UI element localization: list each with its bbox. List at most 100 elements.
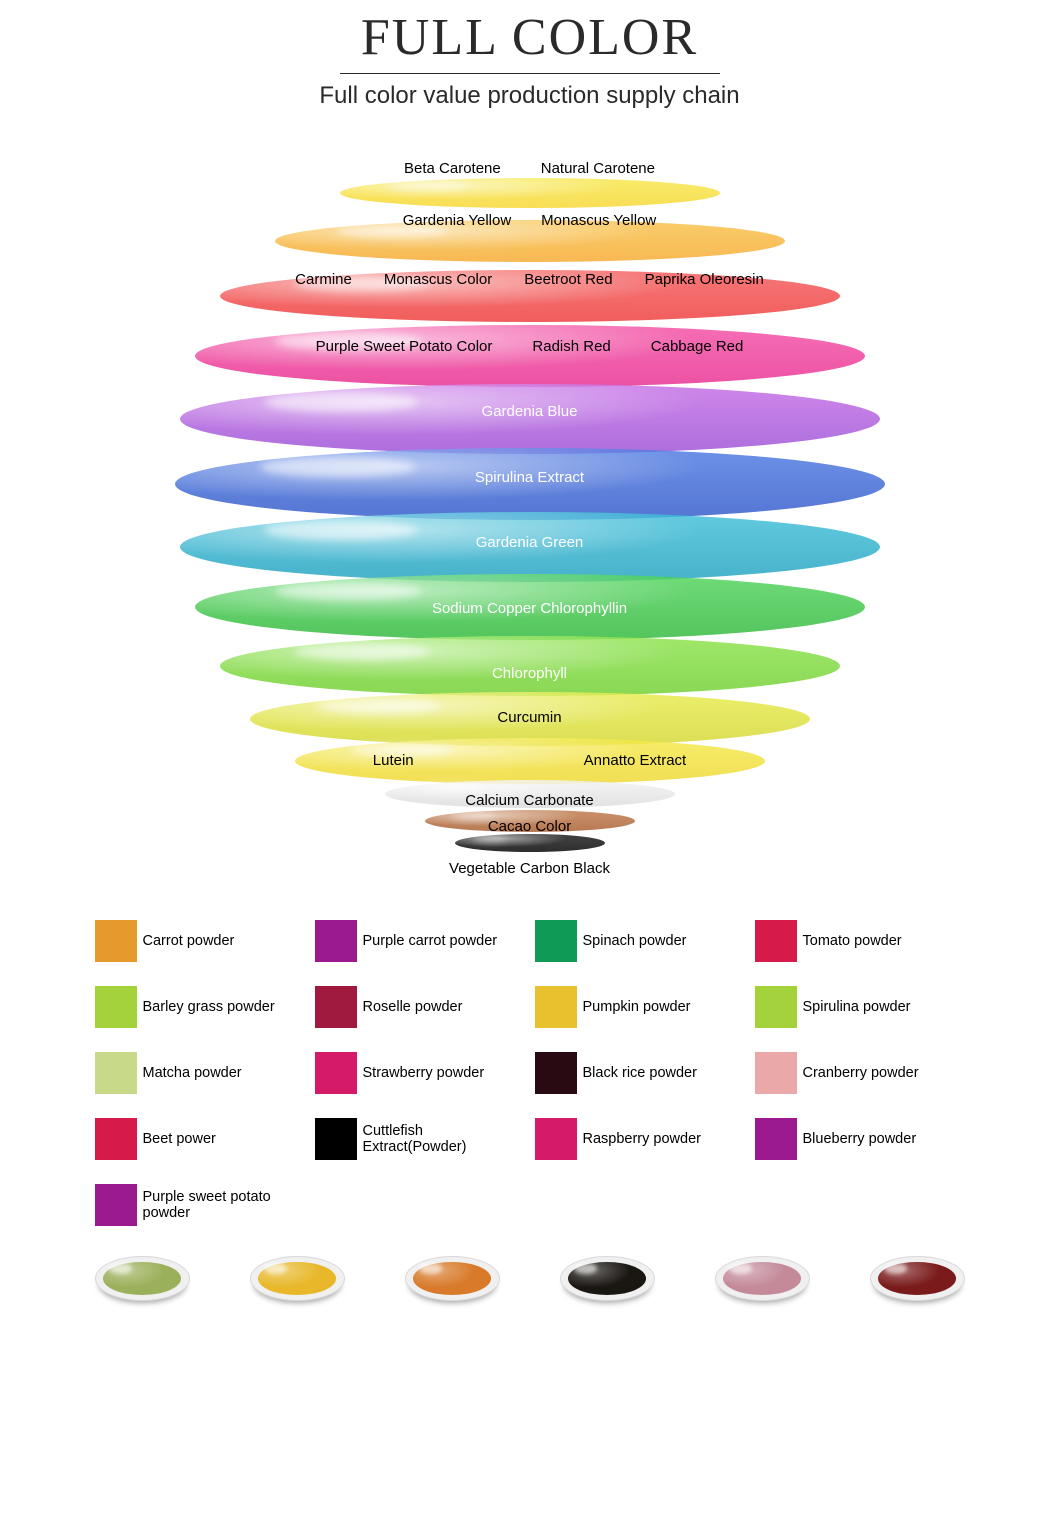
swatch-box <box>315 920 357 962</box>
disc-label: Radish Red <box>532 338 610 355</box>
dish-fill <box>103 1262 181 1295</box>
swatch-label: Purple carrot powder <box>363 933 498 949</box>
page-title: FULL COLOR <box>0 8 1059 67</box>
color-disc <box>455 834 605 852</box>
header: FULL COLOR Full color value production s… <box>0 0 1059 110</box>
title-divider <box>340 73 720 74</box>
swatch-label: Raspberry powder <box>583 1131 701 1147</box>
disc-labels: Gardenia Green <box>476 534 584 551</box>
swatch-label: Cranberry powder <box>803 1065 919 1081</box>
disc-label: Monascus Yellow <box>541 212 656 229</box>
swatch-box <box>535 920 577 962</box>
disc-label: Cabbage Red <box>651 338 744 355</box>
swatch-box <box>95 920 137 962</box>
swatch-item: Purple sweet potato powder <box>95 1184 305 1226</box>
swatch-item: Roselle powder <box>315 986 525 1028</box>
swatch-label: Spinach powder <box>583 933 687 949</box>
swatch-item: Spirulina powder <box>755 986 965 1028</box>
dish-fill <box>878 1262 956 1295</box>
disc-label: Cacao Color <box>488 818 571 835</box>
swatch-item: Blueberry powder <box>755 1118 965 1160</box>
disc-labels: Sodium Copper Chlorophyllin <box>432 600 627 617</box>
disc-labels: Beta CaroteneNatural Carotene <box>404 160 655 177</box>
swatch-box <box>535 1052 577 1094</box>
swatch-item: Carrot powder <box>95 920 305 962</box>
disc-labels: Purple Sweet Potato Color Radish Red Cabba… <box>316 338 744 355</box>
disc-label: Carmine <box>295 271 352 288</box>
disc-label: Curcumin <box>497 709 561 726</box>
swatch-box <box>315 1052 357 1094</box>
swatch-box <box>95 1052 137 1094</box>
swatch-label: Roselle powder <box>363 999 463 1015</box>
disc-label: Gardenia Yellow <box>403 212 511 229</box>
color-disc <box>195 325 865 387</box>
powder-dish <box>405 1256 500 1301</box>
powder-dish <box>250 1256 345 1301</box>
swatch-box <box>95 986 137 1028</box>
swatch-label: Blueberry powder <box>803 1131 917 1147</box>
disc-label: Beta Carotene <box>404 160 501 177</box>
disc-labels: Vegetable Carbon Black <box>449 860 610 877</box>
powder-dish <box>870 1256 965 1301</box>
disc-label: Calcium Carbonate <box>465 792 593 809</box>
swatch-label: Cuttlefish Extract(Powder) <box>363 1123 525 1155</box>
color-stack-diagram: Beta CaroteneNatural Carotene Gardenia Ye… <box>0 140 1059 900</box>
swatch-box <box>315 986 357 1028</box>
swatch-box <box>95 1184 137 1226</box>
disc-labels: CarmineMonascus ColorBeetroot RedPaprika… <box>295 271 764 288</box>
swatch-box <box>535 986 577 1028</box>
swatch-grid: Carrot powder Purple carrot powder Spinach… <box>95 920 965 1226</box>
swatch-box <box>755 1052 797 1094</box>
swatch-item: Strawberry powder <box>315 1052 525 1094</box>
swatch-label: Beet power <box>143 1131 216 1147</box>
page-subtitle: Full color value production supply chain <box>0 82 1059 110</box>
swatch-box <box>755 1118 797 1160</box>
swatch-label: Barley grass powder <box>143 999 275 1015</box>
swatch-label: Purple sweet potato powder <box>143 1189 305 1221</box>
powder-dish <box>560 1256 655 1301</box>
swatch-item: Black rice powder <box>535 1052 745 1094</box>
swatch-item: Barley grass powder <box>95 986 305 1028</box>
disc-label: Purple Sweet Potato Color <box>316 338 493 355</box>
dish-fill <box>413 1262 491 1295</box>
dish-fill <box>723 1262 801 1295</box>
disc-labels: Calcium Carbonate <box>465 792 593 809</box>
swatch-box <box>95 1118 137 1160</box>
disc-label: Lutein <box>373 752 414 769</box>
swatch-box <box>315 1118 357 1160</box>
powder-dish <box>95 1256 190 1301</box>
swatch-label: Carrot powder <box>143 933 235 949</box>
color-disc <box>340 178 720 208</box>
swatch-item: Raspberry powder <box>535 1118 745 1160</box>
swatch-label: Black rice powder <box>583 1065 697 1081</box>
disc-label: Sodium Copper Chlorophyllin <box>432 600 627 617</box>
dish-fill <box>568 1262 646 1295</box>
disc-labels: Spirulina Extract <box>475 469 584 486</box>
disc-labels: Curcumin <box>497 709 561 726</box>
disc-label: Paprika Oleoresin <box>645 271 764 288</box>
disc-label: Beetroot Red <box>524 271 612 288</box>
disc-label: Vegetable Carbon Black <box>449 860 610 877</box>
swatch-label: Spirulina powder <box>803 999 911 1015</box>
swatch-item: Cuttlefish Extract(Powder) <box>315 1118 525 1160</box>
powder-dish <box>715 1256 810 1301</box>
disc-label: Gardenia Green <box>476 534 584 551</box>
disc-label: Chlorophyll <box>492 665 567 682</box>
swatch-item: Pumpkin powder <box>535 986 745 1028</box>
dish-row <box>95 1256 965 1321</box>
disc-label: Annatto Extract <box>584 752 687 769</box>
disc-labels: Gardenia Blue <box>482 403 578 420</box>
disc-labels: Lutein Annatto Extract <box>373 752 686 769</box>
swatch-label: Matcha powder <box>143 1065 242 1081</box>
disc-labels: Cacao Color <box>488 818 571 835</box>
swatch-box <box>755 920 797 962</box>
dish-fill <box>258 1262 336 1295</box>
swatch-item: Tomato powder <box>755 920 965 962</box>
disc-label: Gardenia Blue <box>482 403 578 420</box>
swatch-box <box>535 1118 577 1160</box>
swatch-label: Pumpkin powder <box>583 999 691 1015</box>
swatch-item: Cranberry powder <box>755 1052 965 1094</box>
swatch-box <box>755 986 797 1028</box>
swatch-item: Beet power <box>95 1118 305 1160</box>
disc-labels: Chlorophyll <box>492 665 567 682</box>
